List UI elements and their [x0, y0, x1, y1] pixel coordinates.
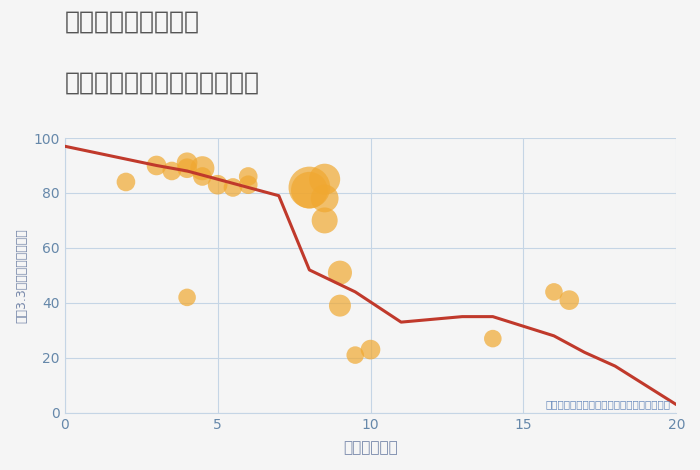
Point [243, 172, 254, 180]
Point [197, 164, 208, 172]
Point [365, 346, 376, 353]
Text: 大阪府河内国分駅の: 大阪府河内国分駅の [65, 9, 199, 33]
Point [228, 184, 239, 191]
Y-axis label: 坪（3.3㎡）単価（万円）: 坪（3.3㎡）単価（万円） [15, 228, 28, 323]
Point [181, 159, 193, 166]
Point [335, 269, 346, 276]
Point [319, 175, 330, 183]
Point [319, 195, 330, 202]
Point [304, 187, 315, 194]
Point [151, 162, 162, 169]
Point [335, 302, 346, 309]
Text: 駅距離別中古マンション価格: 駅距離別中古マンション価格 [65, 70, 260, 94]
Point [212, 181, 223, 188]
Point [487, 335, 498, 342]
Point [564, 297, 575, 304]
Point [349, 352, 360, 359]
Point [548, 288, 559, 296]
Point [319, 217, 330, 224]
Point [166, 167, 177, 175]
X-axis label: 駅距離（分）: 駅距離（分） [343, 440, 398, 455]
Point [120, 178, 132, 186]
Text: 円の大きさは、取引のあった物件面積を示す: 円の大きさは、取引のあった物件面積を示す [545, 399, 670, 409]
Point [243, 181, 254, 188]
Point [181, 164, 193, 172]
Point [197, 172, 208, 180]
Point [181, 294, 193, 301]
Point [304, 184, 315, 191]
